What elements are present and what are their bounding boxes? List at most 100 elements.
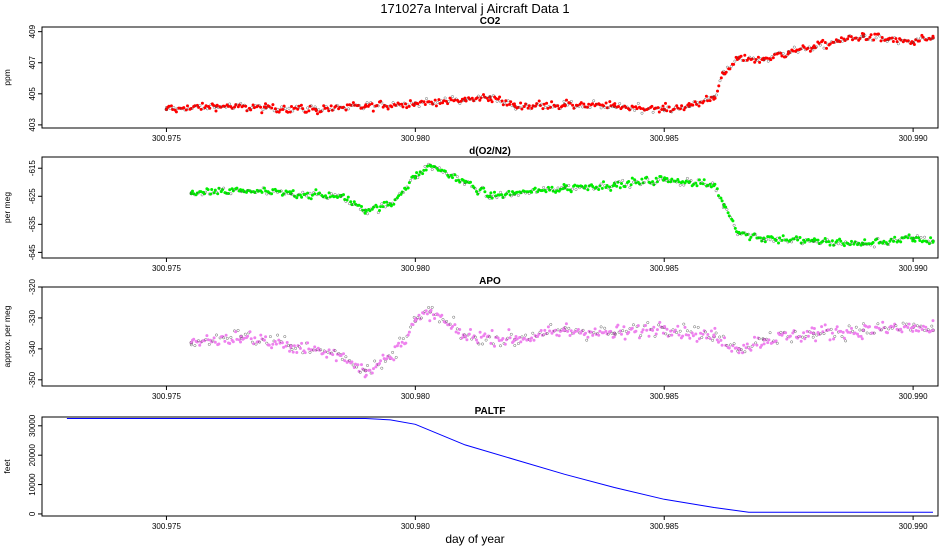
data-point bbox=[828, 338, 832, 342]
data-point-raw bbox=[416, 316, 420, 320]
data-point bbox=[555, 333, 559, 337]
data-point bbox=[485, 96, 489, 100]
data-point bbox=[830, 331, 834, 335]
data-point bbox=[354, 202, 357, 206]
data-point-raw bbox=[807, 45, 811, 49]
data-point bbox=[316, 112, 319, 116]
data-point-raw bbox=[503, 101, 506, 105]
data-point-raw bbox=[409, 178, 412, 182]
x-axis-label: day of year bbox=[445, 532, 504, 546]
data-point bbox=[289, 346, 293, 349]
data-point bbox=[182, 106, 186, 110]
data-point bbox=[422, 311, 426, 315]
data-point bbox=[557, 334, 561, 338]
data-point bbox=[297, 104, 301, 108]
data-point-raw bbox=[854, 325, 858, 329]
data-point bbox=[476, 341, 480, 345]
data-point bbox=[681, 180, 685, 184]
data-point bbox=[364, 103, 368, 107]
data-point bbox=[290, 105, 293, 108]
data-point bbox=[497, 193, 501, 197]
data-point-raw bbox=[696, 325, 700, 329]
data-point-raw bbox=[380, 366, 384, 370]
data-point-raw bbox=[376, 211, 380, 215]
data-point bbox=[862, 32, 866, 36]
data-point-raw bbox=[640, 111, 644, 115]
data-point bbox=[780, 333, 784, 337]
data-point bbox=[670, 177, 674, 181]
data-point bbox=[715, 338, 719, 342]
data-point bbox=[889, 324, 893, 328]
data-point bbox=[460, 336, 464, 340]
data-point bbox=[325, 355, 329, 359]
data-point bbox=[280, 341, 284, 345]
data-point bbox=[199, 190, 203, 194]
data-point bbox=[271, 103, 275, 107]
data-point bbox=[600, 186, 604, 190]
data-point bbox=[695, 184, 699, 188]
data-point bbox=[839, 329, 843, 333]
data-point bbox=[766, 341, 770, 345]
data-point bbox=[613, 102, 617, 106]
data-point bbox=[660, 108, 664, 111]
data-point bbox=[205, 334, 209, 338]
data-point-raw bbox=[239, 102, 243, 105]
data-point bbox=[758, 60, 762, 64]
data-point bbox=[273, 340, 277, 343]
y-axis-label: ppm bbox=[2, 69, 12, 86]
data-point bbox=[253, 336, 257, 340]
data-point bbox=[386, 107, 390, 111]
data-point bbox=[415, 171, 419, 175]
data-point-raw bbox=[432, 102, 436, 106]
data-point bbox=[469, 328, 472, 331]
data-point bbox=[921, 35, 925, 39]
data-point bbox=[423, 103, 427, 106]
data-point bbox=[918, 239, 922, 242]
data-point bbox=[816, 238, 820, 242]
data-point bbox=[806, 46, 810, 50]
data-point bbox=[501, 337, 505, 340]
data-point bbox=[490, 196, 494, 200]
data-point bbox=[515, 190, 519, 194]
data-point bbox=[634, 329, 638, 333]
data-point-raw bbox=[258, 340, 261, 344]
data-point bbox=[526, 106, 530, 110]
data-point bbox=[587, 329, 591, 333]
y-tick-label: 403 bbox=[28, 118, 37, 132]
data-point bbox=[234, 330, 238, 334]
data-point bbox=[753, 335, 756, 339]
data-point bbox=[381, 353, 385, 357]
data-point bbox=[239, 188, 242, 192]
data-point bbox=[750, 57, 754, 61]
data-point bbox=[241, 104, 245, 108]
data-point bbox=[699, 331, 703, 335]
data-point bbox=[586, 188, 590, 192]
data-point bbox=[291, 350, 295, 354]
data-point-raw bbox=[488, 95, 492, 99]
data-point-raw bbox=[675, 331, 678, 334]
data-point-raw bbox=[366, 364, 369, 367]
data-point-raw bbox=[775, 341, 779, 345]
data-point-raw bbox=[833, 334, 837, 338]
data-point bbox=[252, 342, 256, 346]
data-point-raw bbox=[358, 370, 362, 374]
data-point bbox=[828, 42, 832, 46]
data-point-raw bbox=[373, 359, 377, 363]
data-point-raw bbox=[883, 326, 887, 329]
data-point bbox=[332, 195, 336, 199]
data-point bbox=[927, 242, 931, 246]
y-tick-label: 405 bbox=[28, 87, 37, 101]
data-point bbox=[913, 239, 917, 243]
data-point bbox=[767, 338, 771, 342]
data-point bbox=[568, 334, 572, 337]
data-point bbox=[556, 104, 560, 108]
data-point bbox=[464, 99, 468, 103]
data-point-raw bbox=[930, 324, 934, 328]
data-point bbox=[215, 103, 219, 107]
data-point bbox=[360, 205, 363, 208]
data-point bbox=[467, 332, 471, 336]
data-point bbox=[404, 187, 408, 191]
data-point bbox=[893, 235, 897, 239]
data-point bbox=[465, 338, 469, 342]
data-point bbox=[586, 105, 589, 109]
